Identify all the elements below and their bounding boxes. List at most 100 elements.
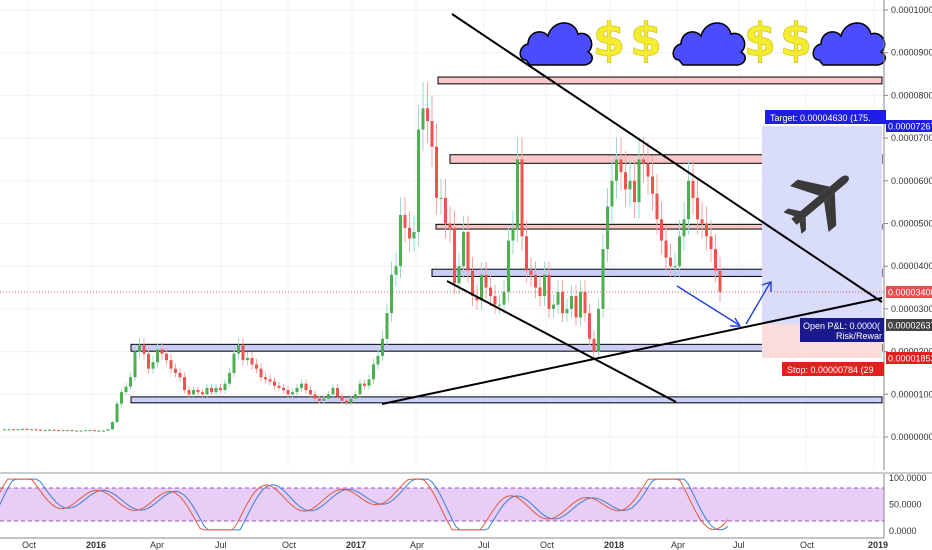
candle bbox=[322, 398, 326, 401]
candle bbox=[610, 180, 614, 207]
candle bbox=[151, 362, 155, 369]
candle bbox=[214, 387, 218, 393]
candle bbox=[304, 383, 308, 391]
rsi-tick-label: 0.0000 bbox=[889, 526, 917, 536]
support-resistance-zones bbox=[130, 76, 883, 404]
candle bbox=[93, 430, 96, 432]
candle bbox=[111, 422, 114, 430]
candle bbox=[318, 398, 321, 401]
candle bbox=[286, 390, 290, 395]
candle bbox=[210, 387, 213, 393]
candle bbox=[381, 338, 384, 356]
price-tags: 0.00007267 0.00003400 0.00002637 0.00001… bbox=[886, 120, 932, 364]
candle bbox=[651, 176, 654, 194]
stoch-rsi-pane[interactable]: 100.0000 50.0000 0.0000 bbox=[0, 472, 932, 538]
candle bbox=[354, 394, 357, 399]
candle bbox=[628, 180, 632, 190]
d-line bbox=[0, 478, 729, 531]
candle bbox=[124, 386, 128, 393]
long-position-tool[interactable] bbox=[762, 126, 882, 358]
arrow-up-icon[interactable] bbox=[745, 281, 772, 325]
candle bbox=[246, 358, 249, 361]
candle bbox=[183, 377, 186, 391]
ascending-trendline[interactable] bbox=[381, 297, 883, 405]
time-axis[interactable]: Oct 2016 Apr Jul Oct 2017 Apr Jul Oct 2018 Apr Jul O… bbox=[0, 537, 888, 550]
candle bbox=[52, 429, 56, 431]
candle bbox=[511, 227, 515, 241]
target-label: Target: 0.00004630 (175. bbox=[770, 113, 871, 123]
candle bbox=[489, 287, 492, 297]
candle bbox=[556, 291, 560, 305]
candle bbox=[259, 368, 263, 378]
candle bbox=[637, 159, 641, 203]
candle bbox=[336, 387, 339, 397]
candle bbox=[174, 368, 177, 373]
candle bbox=[525, 236, 528, 271]
projection-arrows[interactable] bbox=[676, 281, 772, 327]
candle bbox=[435, 146, 438, 198]
dollar-icon: $ bbox=[630, 13, 662, 67]
airplane-icon bbox=[783, 175, 849, 234]
candle bbox=[543, 274, 546, 297]
candle bbox=[30, 429, 33, 431]
candle bbox=[453, 227, 456, 284]
candle bbox=[43, 430, 47, 432]
candle bbox=[408, 227, 411, 239]
support-zone[interactable] bbox=[130, 396, 883, 404]
descending-trendline-lower[interactable] bbox=[446, 280, 677, 403]
candle bbox=[642, 159, 645, 164]
candle bbox=[313, 394, 317, 399]
candle bbox=[255, 364, 258, 369]
candle bbox=[660, 219, 663, 241]
candle bbox=[331, 387, 335, 395]
candle bbox=[178, 372, 182, 378]
candle bbox=[462, 232, 465, 267]
candlestick-series bbox=[3, 81, 722, 432]
candle bbox=[601, 249, 605, 309]
candle bbox=[201, 392, 204, 395]
current-price-tag: 0.00003400 bbox=[888, 288, 932, 298]
candle bbox=[385, 313, 389, 339]
time-tick-label: 2017 bbox=[346, 540, 366, 550]
candle bbox=[219, 387, 222, 391]
candle bbox=[345, 400, 348, 403]
candle bbox=[277, 385, 281, 388]
candle bbox=[709, 236, 713, 250]
resistance-zone[interactable] bbox=[437, 76, 883, 85]
risk-reward-label: Risk/Rewar bbox=[836, 331, 882, 341]
candle bbox=[102, 430, 105, 432]
candle bbox=[34, 429, 38, 431]
candle bbox=[574, 296, 578, 318]
trendlines[interactable] bbox=[381, 13, 883, 405]
candle bbox=[48, 429, 51, 431]
candle bbox=[228, 372, 231, 384]
candle bbox=[241, 345, 245, 361]
candle bbox=[232, 353, 236, 373]
time-tick-label: 2016 bbox=[86, 540, 106, 550]
descending-trendline-upper[interactable] bbox=[451, 13, 883, 303]
candle bbox=[534, 274, 537, 288]
candle bbox=[120, 392, 123, 404]
candle bbox=[615, 159, 618, 181]
cloud-icon bbox=[672, 22, 746, 66]
candle bbox=[61, 430, 65, 432]
time-tick-label: Apr bbox=[150, 540, 164, 550]
candle bbox=[633, 180, 636, 203]
candle bbox=[295, 387, 299, 393]
time-tick-label: Jul bbox=[733, 540, 745, 550]
candle bbox=[160, 349, 164, 354]
candle bbox=[529, 270, 533, 275]
candle bbox=[700, 219, 704, 224]
candle bbox=[606, 206, 609, 250]
arrow-down-icon[interactable] bbox=[676, 285, 742, 327]
candle bbox=[142, 345, 146, 354]
candle bbox=[291, 392, 294, 395]
candle bbox=[466, 232, 470, 271]
